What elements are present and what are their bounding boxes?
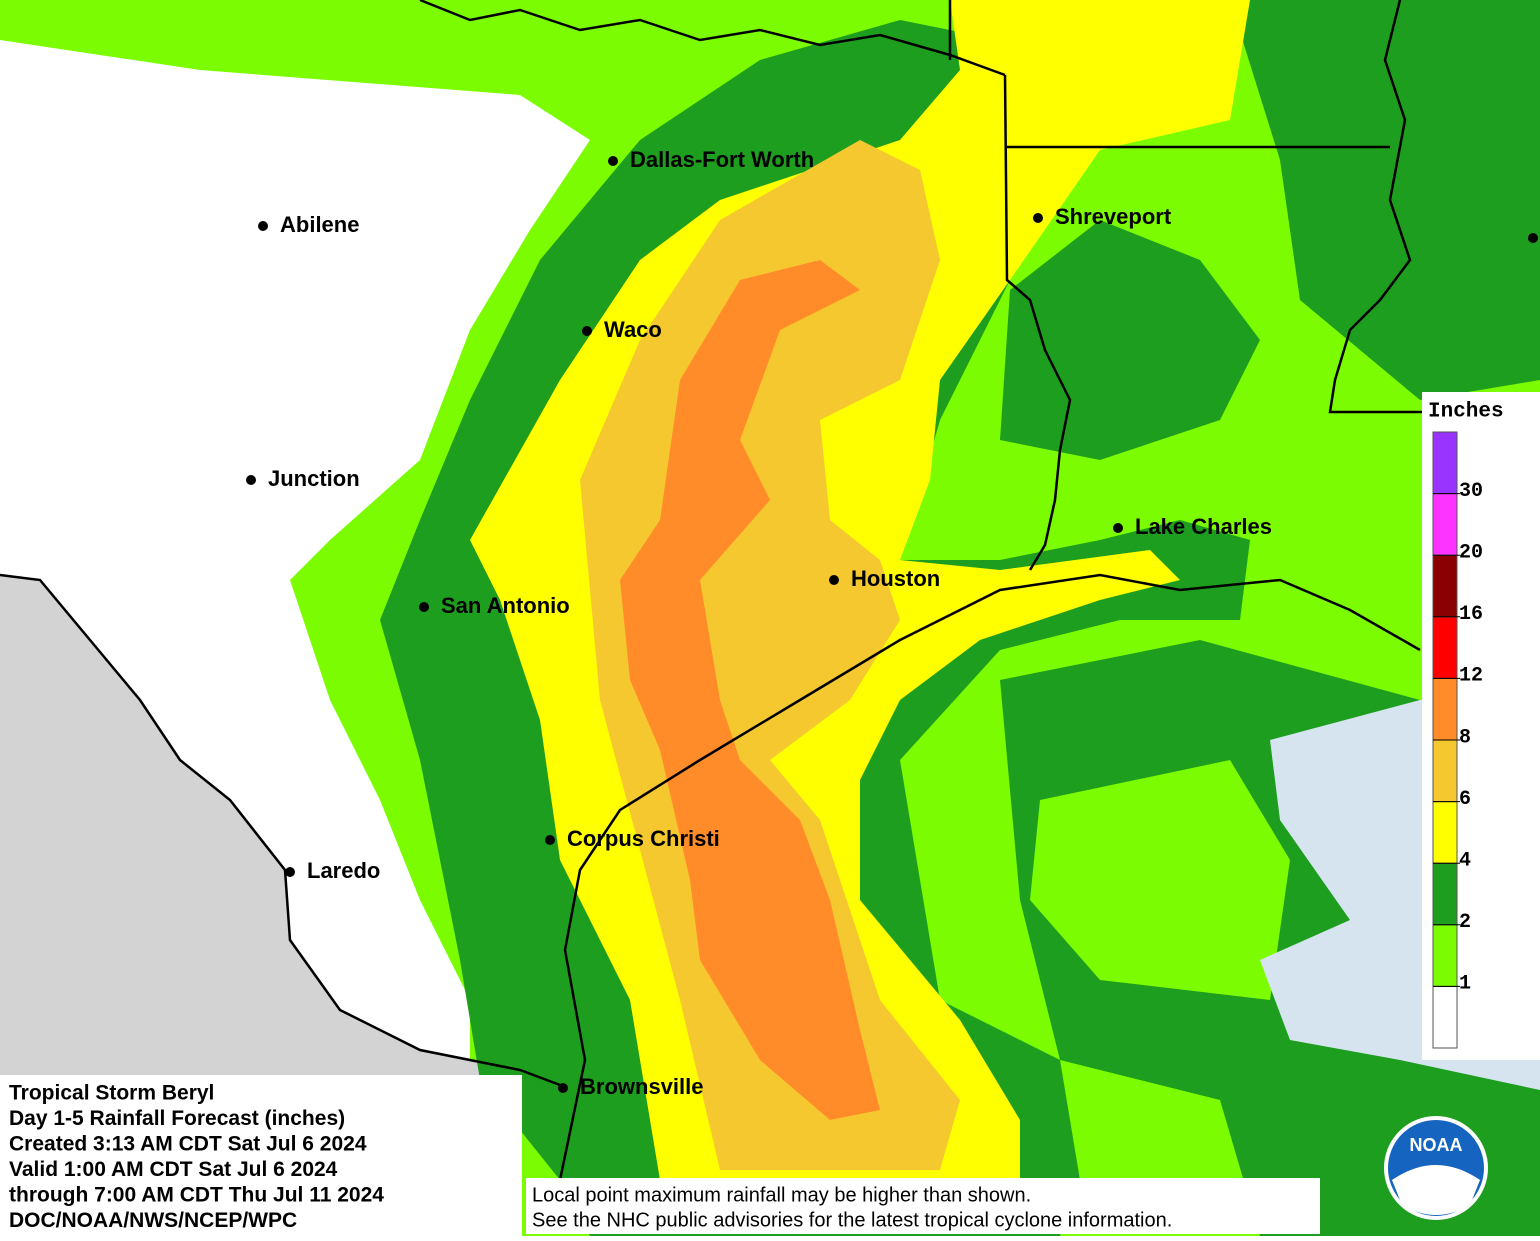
city-label: Waco <box>604 317 662 342</box>
city-label: Lake Charles <box>1135 514 1272 539</box>
city-label: San Antonio <box>441 593 570 618</box>
coastline <box>558 573 1421 1181</box>
legend-swatch <box>1432 677 1458 741</box>
legend-swatch <box>1432 431 1458 495</box>
legend-swatch <box>1432 493 1458 556</box>
rain-1-2 <box>1030 760 1290 1000</box>
legend-tick-label: 12 <box>1459 665 1483 688</box>
city-dot <box>1528 233 1538 243</box>
city-label: Corpus Christi <box>567 826 720 851</box>
state-border <box>948 0 1072 571</box>
info-box <box>0 1075 522 1236</box>
city-label: Junction <box>268 466 360 491</box>
state-border <box>419 0 1006 77</box>
city-dot <box>258 221 268 231</box>
city-label: Brownsville <box>580 1074 703 1099</box>
legend-tick-label: 16 <box>1459 603 1483 626</box>
info-line: Day 1-5 Rainfall Forecast (inches) <box>9 1107 345 1130</box>
city-label: Abilene <box>280 212 359 237</box>
city-dot <box>545 835 555 845</box>
info-line: Valid 1:00 AM CDT Sat Jul 6 2024 <box>9 1158 338 1181</box>
city-label: Dallas-Fort Worth <box>630 147 814 172</box>
legend-tick-label: 20 <box>1459 541 1483 564</box>
city-dot <box>1113 523 1123 533</box>
rain-2-4 <box>1230 0 1540 400</box>
city-dot <box>285 867 295 877</box>
legend-title: Inches <box>1428 401 1504 424</box>
city-dot <box>608 156 618 166</box>
note-line: Local point maximum rainfall may be high… <box>532 1184 1031 1206</box>
legend-tick-label: 4 <box>1459 849 1471 872</box>
info-line: through 7:00 AM CDT Thu Jul 11 2024 <box>9 1184 384 1207</box>
rain-2-4 <box>1000 220 1260 460</box>
legend-tick-label: 8 <box>1459 726 1471 749</box>
rain-8-12 <box>620 260 880 1120</box>
logo-wave <box>1392 1165 1480 1215</box>
city-dot <box>829 575 839 585</box>
mexico <box>0 575 540 1080</box>
city-dot <box>246 475 256 485</box>
legend-tick-label: 6 <box>1459 788 1471 811</box>
city-label: Laredo <box>307 858 380 883</box>
cities: Dallas-Fort Worth Abilene Shreveport Waco Ju… <box>246 147 1272 1099</box>
country-border <box>0 573 561 1087</box>
logo-text: NOAA <box>1410 1135 1463 1155</box>
city-dot <box>582 326 592 336</box>
legend-swatch <box>1432 739 1458 803</box>
info-line: Tropical Storm Beryl <box>9 1082 214 1105</box>
legend-tick-label: 1 <box>1459 973 1471 996</box>
legend-tick-label: 30 <box>1459 480 1483 503</box>
city-dot <box>419 602 429 612</box>
info-line: DOC/NOAA/NWS/NCEP/WPC <box>9 1209 297 1232</box>
city-label: Shreveport <box>1055 204 1172 229</box>
legend-swatch <box>1432 801 1458 864</box>
rain-6-8 <box>580 140 960 1170</box>
legend-tick-label: 2 <box>1459 911 1471 934</box>
note-text: Local point maximum rainfall may be high… <box>532 1184 1172 1231</box>
city-dot <box>558 1083 568 1093</box>
legend-swatch <box>1432 862 1458 926</box>
state-border <box>1007 0 1430 414</box>
note-line: See the NHC public advisories for the la… <box>532 1209 1172 1231</box>
legend-swatch <box>1432 616 1458 679</box>
legend-swatch <box>1432 924 1458 987</box>
legend-swatch <box>1432 985 1458 1049</box>
city-dot <box>1033 213 1043 223</box>
info-line: Created 3:13 AM CDT Sat Jul 6 2024 <box>9 1133 367 1156</box>
city-label: Houston <box>851 566 940 591</box>
note-box <box>526 1178 1320 1234</box>
legend-swatch <box>1432 554 1458 618</box>
